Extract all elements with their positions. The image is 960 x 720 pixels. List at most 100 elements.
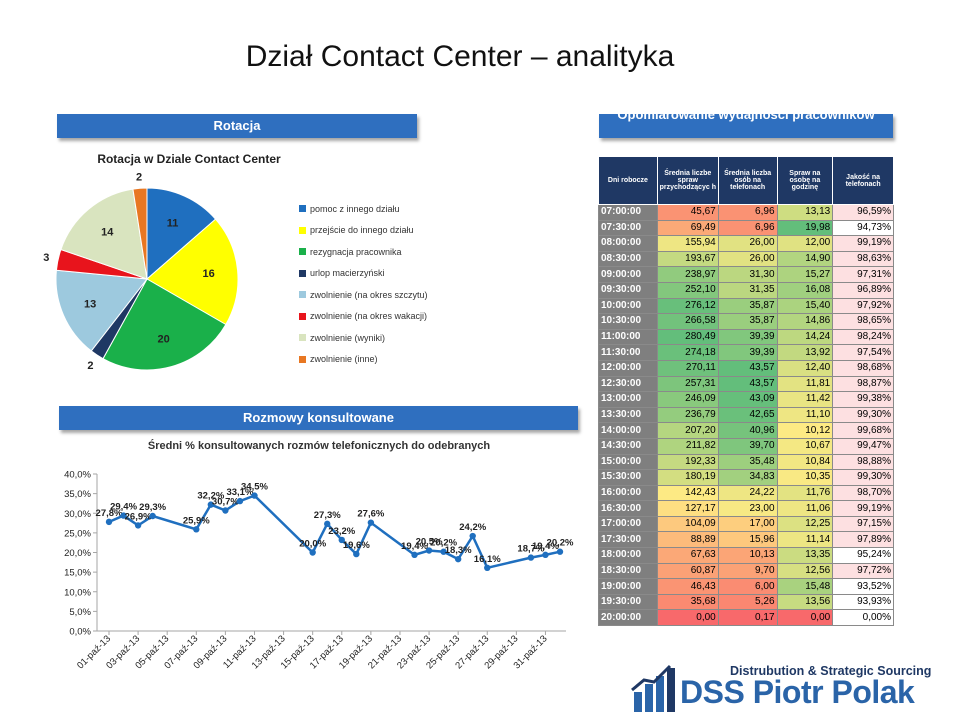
value-cell: 236,79 [656, 406, 719, 424]
data-label: 29,4% [110, 502, 137, 513]
legend-item: rezygnacja pracownika [299, 241, 428, 263]
time-cell: 19:00:00 [598, 578, 658, 595]
time-cell: 17:00:00 [598, 515, 658, 533]
value-cell: 42,65 [717, 406, 778, 424]
data-label: 32,2% [197, 491, 224, 502]
value-cell: 15,96 [717, 531, 778, 549]
pie-slice-label: 3 [43, 252, 49, 264]
dss-logo: Distrubution & Strategic Sourcing DSS Pi… [630, 660, 931, 716]
data-point [484, 564, 491, 572]
pie-slice [55, 248, 148, 280]
value-cell: 40,96 [717, 422, 778, 439]
pie-slice [146, 187, 217, 281]
pie-slice [55, 269, 148, 352]
x-tick-label: 29-paź-13 [482, 633, 520, 671]
table-header-cell: Spraw na osobę na godzinę [776, 156, 834, 205]
value-cell: 211,82 [656, 437, 719, 455]
legend-label: zwolnienie (na okres szczytu) [310, 289, 428, 300]
bar-chart-logo-icon [631, 664, 675, 712]
value-cell: 5,26 [717, 593, 778, 611]
table-row: 08:30:00 193,67 26,00 14,90 98,63% [598, 250, 894, 268]
pie-slice [60, 188, 148, 280]
legend-item: zwolnienie (na okres szczytu) [299, 284, 428, 306]
data-label: 27,6% [357, 509, 384, 520]
quality-cell: 98,70% [832, 484, 894, 502]
quality-cell: 93,52% [832, 578, 894, 595]
value-cell: 39,70 [717, 437, 778, 455]
table-row: 16:00:00 142,43 24,22 11,76 98,70% [598, 484, 894, 502]
legend-label: przejście do innego działu [310, 225, 414, 236]
value-cell: 39,39 [717, 328, 778, 346]
value-cell: 69,49 [656, 219, 719, 237]
time-cell: 16:30:00 [598, 500, 658, 517]
time-cell: 17:30:00 [598, 531, 658, 549]
value-cell: 67,63 [656, 547, 719, 564]
legend-swatch [299, 248, 306, 256]
y-tick-label: 0,0% [69, 627, 91, 638]
value-cell: 270,11 [656, 359, 719, 377]
quality-cell: 96,89% [832, 281, 894, 299]
table-row: 07:00:00 45,67 6,96 13,13 96,59% [598, 204, 894, 221]
data-label: 29,3% [139, 502, 166, 513]
time-cell: 16:00:00 [598, 484, 658, 502]
x-tick-label: 17-paź-13 [308, 633, 346, 671]
value-cell: 13,56 [776, 593, 834, 611]
data-point [425, 547, 433, 554]
page-title: Dział Contact Center – analityka [245, 40, 675, 73]
value-cell: 6,96 [717, 204, 778, 221]
x-tick-label: 25-paź-13 [424, 633, 462, 671]
table-row: 13:30:00 236,79 42,65 11,10 99,30% [598, 406, 894, 424]
time-cell: 10:30:00 [598, 313, 658, 330]
quality-cell: 97,89% [832, 531, 894, 549]
pie-slice-label: 13 [84, 299, 96, 311]
value-cell: 0,00 [776, 609, 834, 627]
value-cell: 43,57 [717, 375, 778, 393]
x-tick-label: 19-paź-13 [337, 633, 375, 671]
series-line [108, 494, 561, 570]
data-label: 19,6% [343, 540, 370, 551]
x-tick-label: 13-paź-13 [250, 633, 288, 671]
y-tick-label: 40,0% [64, 470, 91, 481]
time-cell: 19:30:00 [598, 593, 658, 611]
value-cell: 31,30 [717, 266, 778, 283]
value-cell: 26,00 [717, 250, 778, 268]
table-header-cell: Dni robocze [598, 156, 658, 205]
data-point [527, 554, 535, 561]
value-cell: 11,06 [776, 500, 834, 517]
data-point [454, 555, 462, 563]
quality-cell: 98,63% [832, 250, 894, 268]
pie-chart-title: Rotacja w Dziale Contact Center [97, 152, 281, 166]
time-cell: 15:30:00 [598, 469, 658, 486]
legend-label: zwolnienie (inne) [310, 354, 378, 365]
quality-cell: 95,24% [832, 547, 894, 564]
x-tick-label: 05-paź-13 [133, 633, 171, 671]
data-label: 25,9% [183, 515, 210, 526]
value-cell: 6,00 [717, 578, 778, 595]
opomiarowanie-banner-label: Opomiarowanie wydajności pracowników [617, 107, 875, 122]
data-label: 18,7% [517, 544, 544, 555]
table-row: 17:30:00 88,89 15,96 11,14 97,89% [598, 531, 894, 549]
value-cell: 6,96 [717, 219, 778, 237]
time-cell: 08:00:00 [598, 235, 658, 252]
data-label: 20,0% [299, 539, 326, 550]
data-point [556, 548, 564, 555]
data-point [105, 518, 113, 526]
quality-cell: 99,19% [832, 235, 894, 252]
x-tick-label: 11-paź-13 [221, 633, 259, 671]
value-cell: 15,27 [776, 266, 834, 283]
pie-slice-label: 16 [202, 268, 214, 280]
table-row: 15:00:00 192,33 35,48 10,84 98,88% [598, 453, 894, 471]
y-tick-label: 10,0% [64, 587, 91, 598]
value-cell: 13,13 [776, 204, 834, 221]
value-cell: 10,12 [776, 422, 834, 439]
data-label: 23,2% [328, 526, 355, 537]
data-label: 30,7% [212, 497, 239, 508]
table-row: 16:30:00 127,17 23,00 11,06 99,19% [598, 500, 894, 517]
time-cell: 13:00:00 [598, 391, 658, 408]
quality-cell: 98,68% [832, 359, 894, 377]
time-cell: 18:30:00 [598, 562, 658, 580]
value-cell: 15,48 [776, 578, 834, 595]
value-cell: 0,17 [717, 609, 778, 627]
quality-cell: 99,68% [832, 422, 894, 439]
pie-slice-label: 20 [157, 334, 169, 346]
